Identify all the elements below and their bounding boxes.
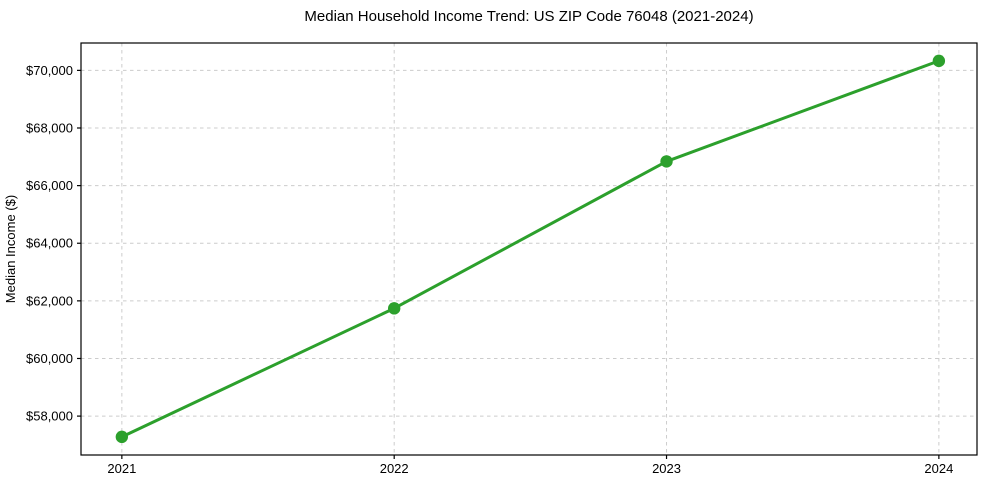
y-tick-label: $70,000 <box>26 63 73 78</box>
data-point <box>387 302 401 315</box>
y-tick-label: $66,000 <box>26 178 73 193</box>
y-tick-label: $60,000 <box>26 351 73 366</box>
y-axis-label: Median Income ($) <box>3 195 18 303</box>
data-point <box>660 155 673 168</box>
plot-border <box>80 42 978 456</box>
x-tick-label: 2024 <box>924 461 953 476</box>
data-point <box>932 54 946 68</box>
trend-line <box>120 59 941 439</box>
data-series <box>115 54 946 444</box>
y-tick-label: $62,000 <box>26 293 73 308</box>
x-tick-label: 2023 <box>652 461 681 476</box>
x-tick-label: 2021 <box>107 461 136 476</box>
chart-title: Median Household Income Trend: US ZIP Co… <box>304 8 753 25</box>
y-tick-label: $68,000 <box>26 120 73 135</box>
y-tick-label: $64,000 <box>26 236 73 251</box>
y-tick-label: $58,000 <box>26 409 73 424</box>
x-tick-label: 2022 <box>380 461 409 476</box>
axes: $58,000 $60,000 $62,000 $64,000 $66,000 $68,0… <box>26 42 978 476</box>
data-point <box>115 430 129 444</box>
grid-lines <box>81 43 977 455</box>
